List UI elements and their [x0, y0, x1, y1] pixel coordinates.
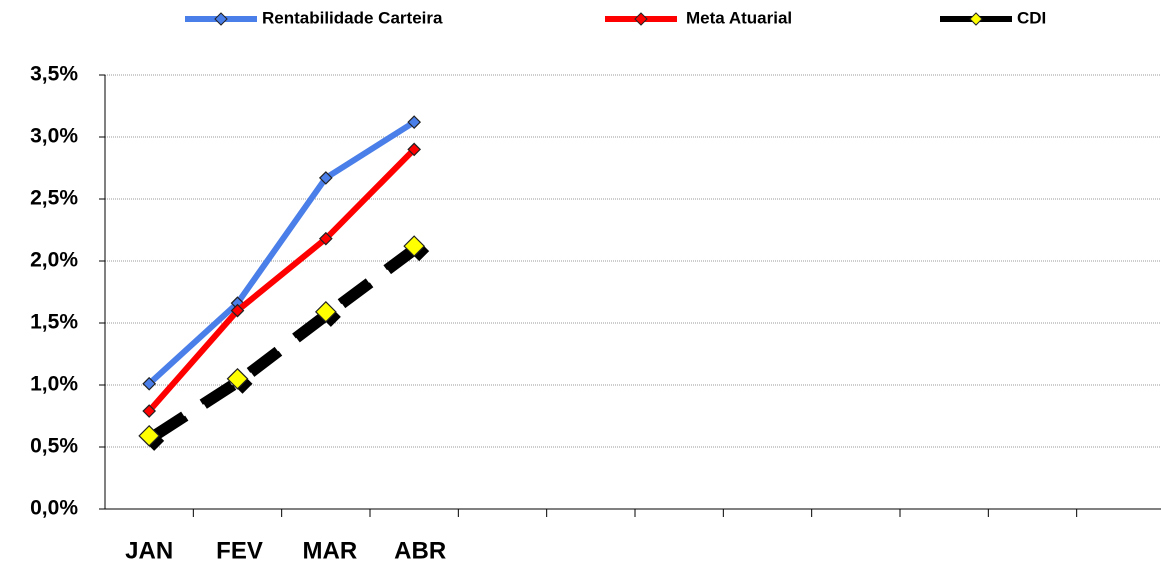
legend-marker — [634, 12, 648, 26]
marker — [318, 231, 333, 246]
x-tick-label: ABR — [394, 537, 446, 564]
y-tick-label: 2,0% — [30, 249, 78, 272]
marker — [226, 367, 249, 390]
x-tick-label: JAN — [125, 537, 173, 564]
legend-marker — [969, 12, 983, 26]
marker — [314, 300, 337, 323]
marker — [403, 235, 426, 257]
y-tick-label: 1,5% — [30, 311, 78, 334]
legend-label: Meta Atuarial — [686, 8, 792, 27]
y-tick-label: 3,5% — [30, 63, 78, 86]
series-line — [146, 147, 417, 414]
y-tick-label: 3,0% — [30, 125, 78, 148]
marker — [318, 171, 333, 185]
marker — [407, 142, 422, 157]
marker — [142, 376, 157, 391]
y-tick-label: 1,0% — [30, 373, 78, 396]
legend-label: CDI — [1017, 8, 1046, 27]
legend-label: Rentabilidade Carteira — [262, 8, 443, 27]
marker — [138, 424, 161, 447]
series-line — [147, 119, 416, 386]
marker — [407, 115, 422, 129]
legend-marker — [214, 12, 228, 26]
x-tick-label: FEV — [216, 537, 263, 564]
x-tick-label: MAR — [303, 537, 358, 564]
y-tick-label: 2,5% — [30, 187, 78, 210]
y-tick-label: 0,0% — [30, 497, 78, 520]
y-tick-label: 0,5% — [30, 435, 78, 458]
marker — [142, 404, 157, 418]
marker — [230, 303, 245, 318]
